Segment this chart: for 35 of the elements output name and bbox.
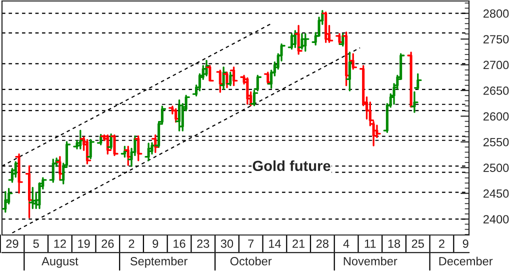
x-tick-label: 2 <box>439 239 444 248</box>
x2-tick-label: November <box>344 256 398 266</box>
x-tick-label: 5 <box>33 240 39 248</box>
x-tick-label: 25 <box>412 239 424 248</box>
x2-tick-label: September <box>130 256 188 268</box>
x2-tick-label: August <box>42 257 78 268</box>
x-tick-label: 26 <box>102 239 114 248</box>
x-tick-label: 18 <box>388 239 400 248</box>
x2-tick-label: December <box>439 256 493 266</box>
x-tick-label: 4 <box>343 240 350 248</box>
x-tick-label: 9 <box>462 239 468 248</box>
x-tick-label: 23 <box>197 239 210 248</box>
y-tick-label: 2650 <box>483 86 509 95</box>
x-tick-label: 29 <box>6 239 18 248</box>
x-tick-label: 9 <box>152 239 158 248</box>
y-tick-label: 2750 <box>483 35 509 44</box>
x-tick-label: 7 <box>248 240 254 248</box>
y-tick-label: 2450 <box>483 189 509 198</box>
annotation: Gold future <box>252 160 330 172</box>
y-tick-label: 2400 <box>483 215 509 224</box>
y-tick-label: 2700 <box>483 60 509 70</box>
y-tick-label: 2800 <box>483 9 509 18</box>
x-tick-label: 2 <box>128 239 134 248</box>
x-tick-label: 21 <box>292 239 305 248</box>
y-tick-label: 2550 <box>483 138 509 146</box>
x-tick-label: 14 <box>269 240 281 248</box>
x-tick-label: 12 <box>54 239 66 248</box>
y-tick-label: 2500 <box>483 164 509 172</box>
x-tick-label: 30 <box>220 239 234 248</box>
x-tick-label: 19 <box>78 239 90 248</box>
x-tick-label: 11 <box>364 240 376 248</box>
x-tick-label: 16 <box>174 239 186 248</box>
x2-tick-label: October <box>230 256 272 266</box>
x-tick-label: 28 <box>316 239 328 248</box>
y-tick-label: 2600 <box>483 112 509 121</box>
